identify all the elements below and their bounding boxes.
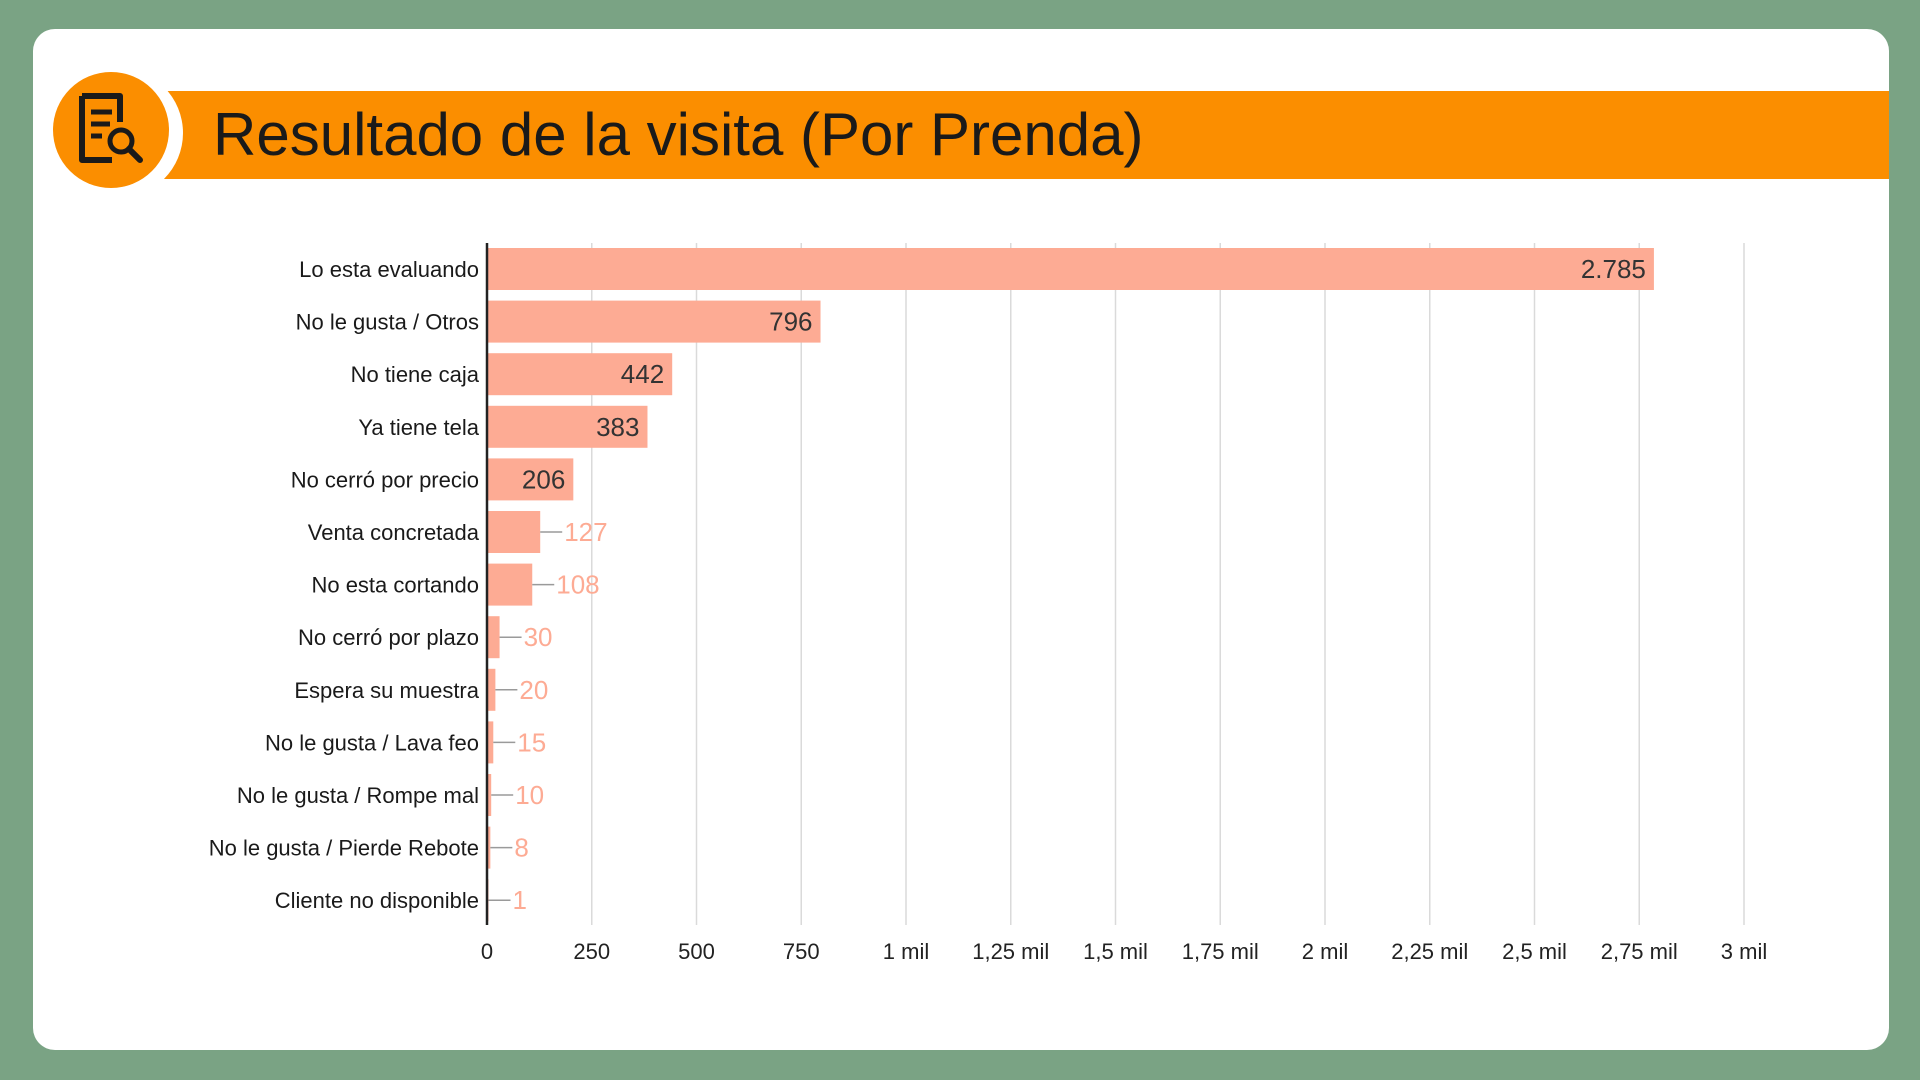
x-tick-label: 2,25 mil [1391,939,1468,964]
bar [487,826,491,869]
data-label: 30 [524,622,553,652]
bar [487,668,496,711]
data-label: 442 [621,359,664,389]
x-tick-label: 500 [678,939,715,964]
category-label: No cerró por precio [291,467,479,492]
x-tick-label: 2 mil [1302,939,1348,964]
bar [487,616,500,659]
bar [487,405,648,448]
category-label: No le gusta / Rompe mal [237,783,479,808]
page-title: Resultado de la visita (Por Prenda) [213,101,1144,168]
data-label: 8 [514,833,528,863]
x-tick-label: 2,5 mil [1502,939,1567,964]
data-label: 127 [564,517,607,547]
bar [487,353,673,396]
category-label: No cerró por plazo [298,625,479,650]
icon-badge [53,72,169,188]
data-label: 10 [515,780,544,810]
category-label: No le gusta / Otros [296,310,479,335]
category-label: No tiene caja [351,362,480,387]
data-label: 2.785 [1581,254,1646,284]
category-label: No le gusta / Lava feo [265,730,479,755]
x-tick-label: 250 [573,939,610,964]
x-tick-label: 1,5 mil [1083,939,1148,964]
bar [487,563,533,606]
category-label: Venta concretada [308,520,480,545]
bar [487,511,541,553]
category-label: No le gusta / Pierde Rebote [209,836,479,861]
x-tick-label: 1,75 mil [1182,939,1259,964]
bar [487,458,574,501]
bar [487,774,492,816]
bar [487,248,1654,290]
data-label: 796 [769,307,812,337]
category-label: Espera su muestra [294,678,479,703]
bar [487,721,494,764]
data-label: 20 [519,675,548,705]
category-label: Ya tiene tela [358,415,479,440]
document-search-icon [79,93,143,163]
x-tick-label: 1,25 mil [972,939,1049,964]
x-tick-label: 3 mil [1721,939,1767,964]
x-tick-label: 0 [481,939,493,964]
category-label: Lo esta evaluando [299,257,479,282]
chart-card: Resultado de la visita (Por Prenda) [33,29,1889,1050]
title-banner: Resultado de la visita (Por Prenda) [161,91,1889,179]
category-label: No esta cortando [311,573,479,598]
x-tick-label: 2,75 mil [1601,939,1678,964]
x-tick-label: 1 mil [883,939,929,964]
data-label: 383 [596,412,639,442]
bar [487,300,821,343]
data-label: 108 [556,570,599,600]
category-label: Cliente no disponible [275,888,479,913]
data-label: 206 [522,464,565,494]
data-label: 15 [517,727,546,757]
x-tick-label: 750 [783,939,820,964]
data-label: 1 [513,885,527,915]
